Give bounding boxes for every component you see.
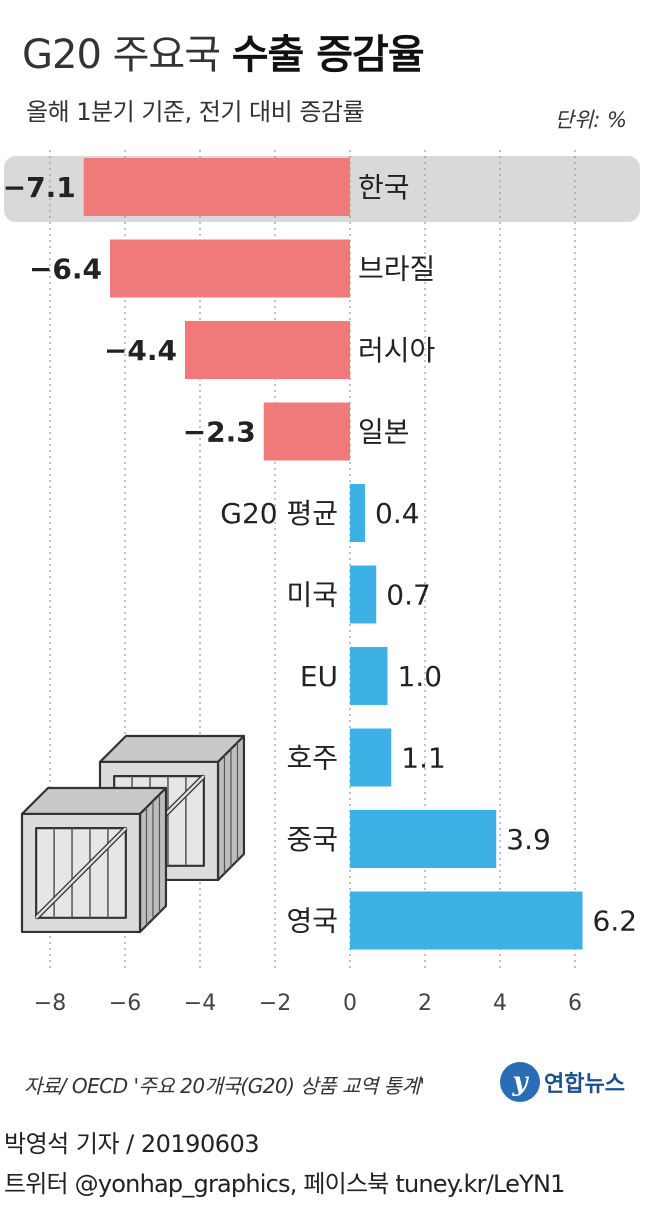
- category-label: EU: [300, 660, 338, 693]
- bar: [350, 647, 388, 705]
- category-label: 호주: [286, 742, 338, 775]
- x-tick-label: −2: [259, 991, 291, 1016]
- category-label: 영국: [286, 905, 338, 938]
- bar: [350, 728, 392, 787]
- category-label: 한국: [358, 171, 410, 204]
- page-subtitle: 올해 1분기 기준, 전기 대비 증감률: [26, 98, 365, 126]
- x-tick-label: −6: [109, 991, 141, 1016]
- value-label: −4.4: [104, 334, 177, 367]
- yonhap-logo: y 연합뉴스: [500, 1060, 625, 1104]
- value-label: 0.7: [386, 579, 431, 612]
- x-tick-label: 0: [343, 991, 357, 1016]
- x-tick-label: 6: [568, 991, 582, 1016]
- logo-mark-icon: y: [500, 1062, 540, 1102]
- bar: [185, 321, 350, 379]
- title-light: G20 주요국: [22, 32, 221, 78]
- value-label: −2.3: [183, 416, 256, 449]
- value-label: 0.4: [375, 497, 420, 530]
- x-tick-label: −8: [34, 991, 66, 1016]
- title-bold: 수출 증감율: [231, 32, 425, 78]
- x-tick-label: 4: [493, 991, 507, 1016]
- value-label: 1.1: [401, 742, 446, 775]
- bar-chart: 한국 −7.1 브라질 −6.4 러시아 −4.4 일본 −2.3 G20 평균 0.4 미국 0.7…: [3, 150, 640, 1016]
- value-label: −6.4: [29, 253, 102, 286]
- category-label: G20 평균: [220, 497, 338, 530]
- category-label: 브라질: [358, 253, 435, 286]
- category-label: 중국: [286, 823, 338, 856]
- category-label: 러시아: [358, 334, 435, 367]
- source-note: 자료/ OECD '주요 20개국(G20) 상품 교역 통계': [24, 1074, 425, 1098]
- bar: [350, 484, 365, 542]
- value-label: −7.1: [3, 171, 76, 204]
- unit-label: 단위: %: [554, 108, 627, 132]
- value-label: 1.0: [398, 660, 443, 693]
- bar: [350, 810, 497, 868]
- bar: [83, 158, 350, 216]
- bar: [350, 891, 583, 950]
- x-tick-label: 2: [418, 991, 432, 1016]
- crate-icon: [20, 786, 168, 934]
- category-label: 미국: [286, 579, 338, 612]
- value-label: 6.2: [593, 905, 638, 938]
- logo-text: 연합뉴스: [544, 1072, 625, 1097]
- value-label: 3.9: [506, 823, 551, 856]
- bar: [350, 565, 377, 624]
- page-title: G20 주요국 수출 증감율: [22, 22, 425, 80]
- social-links: 트위터 @yonhap_graphics, 페이스북 tuney.kr/LeYN…: [4, 1170, 565, 1198]
- wooden-crates-icon: [20, 734, 246, 934]
- x-tick-label: −4: [184, 991, 216, 1016]
- bar: [263, 402, 350, 461]
- bar: [110, 239, 350, 298]
- reporter-credit: 박영석 기자 / 20190603: [4, 1130, 260, 1158]
- category-label: 일본: [358, 416, 410, 449]
